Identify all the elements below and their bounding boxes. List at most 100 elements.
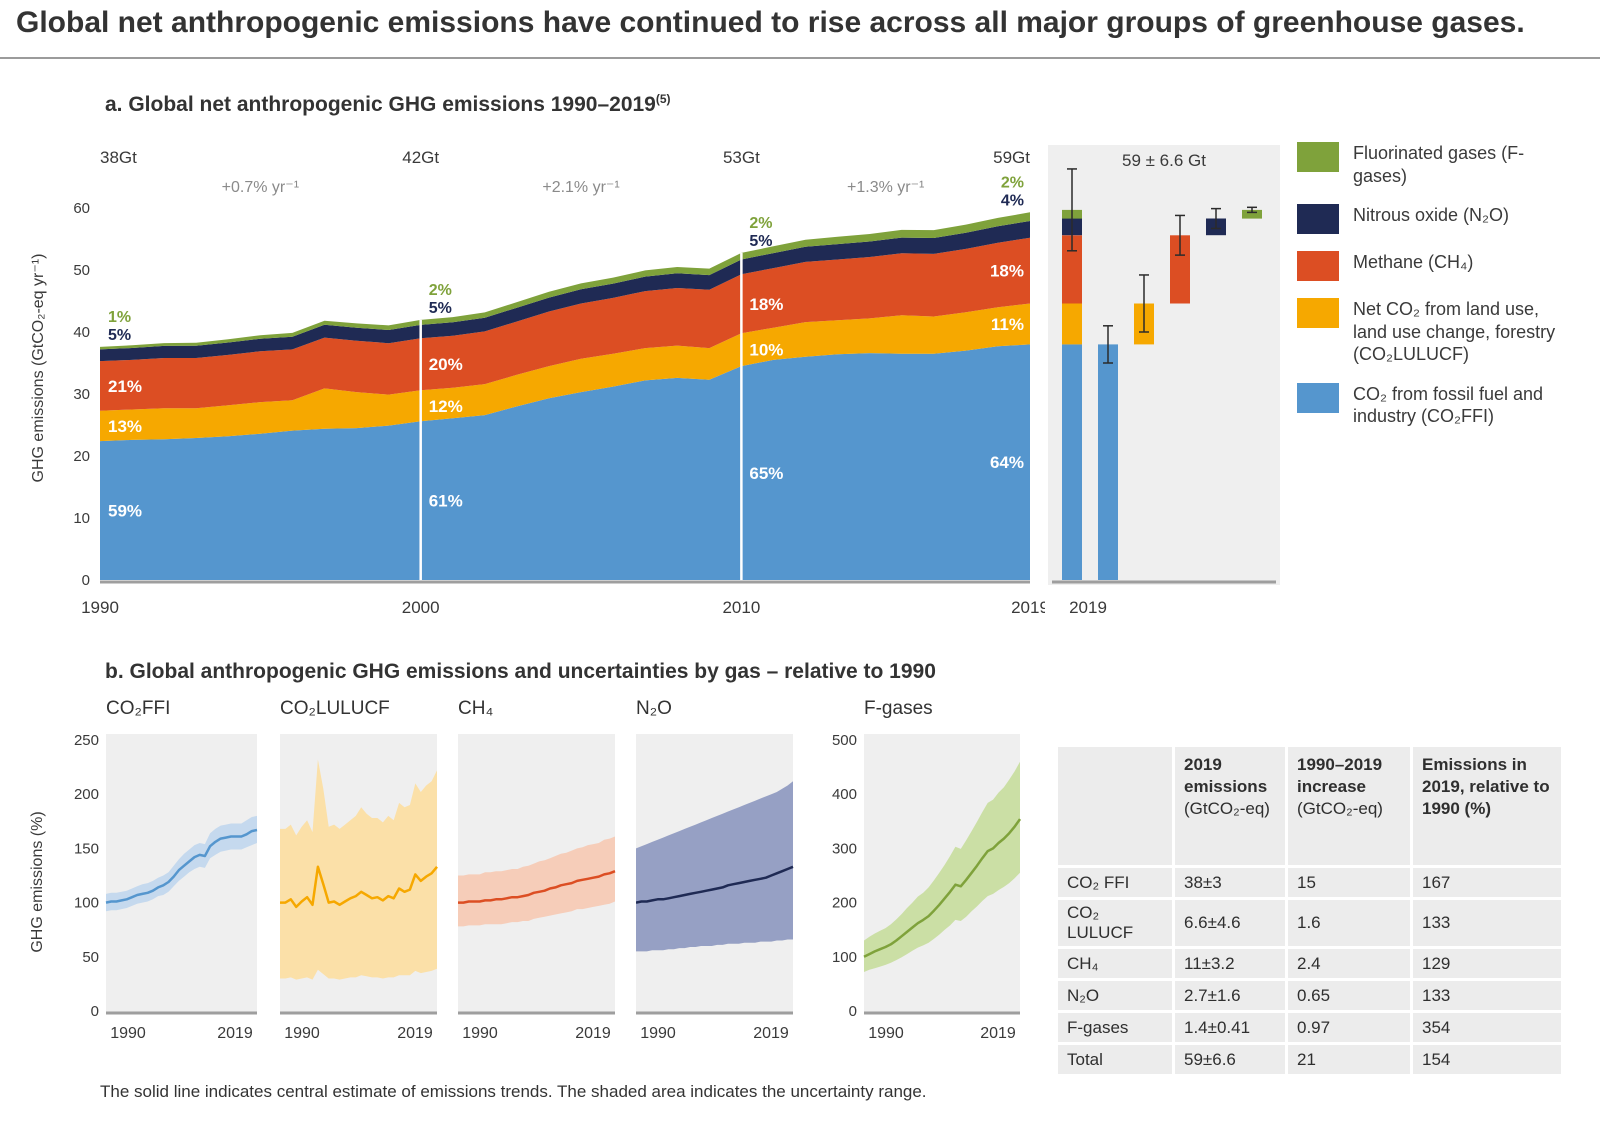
x-tick-label: 2019 (1069, 598, 1107, 617)
pct-label-ch4: 20% (429, 355, 463, 374)
y-tick-label: 50 (73, 262, 90, 279)
x-tick-label: 2019 (1011, 598, 1045, 617)
growth-rate-annotation: +1.3% yr⁻¹ (847, 179, 924, 196)
table-cell: 1.6 (1288, 900, 1410, 946)
pct-label-ch4: 18% (990, 262, 1024, 281)
y-tick-label: 150 (74, 840, 99, 857)
table-row-label: F-gases (1058, 1013, 1172, 1042)
central-estimate-line (636, 865, 794, 904)
growth-rate-annotation: +0.7% yr⁻¹ (222, 179, 299, 196)
table-cell: 6.6±4.6 (1175, 900, 1285, 946)
chart-title-fgases: F-gases (864, 698, 933, 719)
pct-label-ffi: 64% (990, 453, 1024, 472)
uncertainty-band (458, 836, 615, 927)
table-cell: 1.4±0.41 (1175, 1013, 1285, 1042)
x-tick-label: 1990 (868, 1025, 904, 1042)
total-bar-segment-lulucf (1062, 303, 1082, 345)
component-bar-fgas (1242, 209, 1262, 219)
table-cell: 59±6.6 (1175, 1045, 1285, 1074)
table-header-3: Emissions in 2019, relative to 1990 (%) (1413, 747, 1561, 865)
panel-b-chart-fgases: F-gases 0 100 200 300 400 500 1990 2019 (818, 698, 1021, 1046)
y-tick-label: 50 (82, 949, 99, 966)
y-tick-label: 0 (82, 572, 90, 589)
component-bar-ch4 (1170, 235, 1190, 304)
table-cell: 0.65 (1288, 981, 1410, 1010)
panel-b-chart-co2lulucf: CO₂LULUCF 1990 2019 (280, 698, 438, 1046)
table-cell: 15 (1288, 868, 1410, 897)
legend-swatch-lulucf (1297, 298, 1339, 328)
x-tick-label: 1990 (81, 598, 119, 617)
table-cell: 133 (1413, 981, 1561, 1010)
y-tick-label: 40 (73, 324, 90, 341)
table-cell: 133 (1413, 900, 1561, 946)
table-cell: 167 (1413, 868, 1561, 897)
summary-table: 2019 emissions (GtCO₂-eq) 1990–2019 increa… (1055, 744, 1564, 1077)
y-tick-label: 200 (832, 895, 857, 912)
table-row-label: N₂O (1058, 981, 1172, 1010)
n2o-chart-svg: 1990 2019 (636, 734, 794, 1042)
table-row: CO₂ LULUCF 6.6±4.6 1.6 133 (1058, 900, 1561, 946)
pct-label-n2o: 5% (429, 300, 452, 317)
area-series-n2o (100, 221, 1030, 362)
legend-label-fgas: Fluorinated gases (F-gases) (1353, 143, 1525, 186)
uncertainty-band (636, 781, 793, 952)
central-estimate-line (458, 870, 616, 904)
table-row-label: CH₄ (1058, 949, 1172, 978)
table-row-label: CO₂ LULUCF (1058, 900, 1172, 946)
panel-b-chart-co2ffi: CO₂FFI 0 50 100 150 200 250 1990 2019 (58, 698, 258, 1046)
fgases-chart-svg: 0 100 200 300 400 500 1990 2019 (832, 734, 1021, 1042)
pct-label-fgas: 2% (1001, 174, 1024, 191)
y-tick-label: 500 (832, 734, 857, 749)
bars-panel-title: 59 ± 6.6 Gt (1122, 151, 1206, 170)
pct-label-ch4: 18% (749, 295, 783, 314)
pct-label-ffi: 61% (429, 492, 463, 511)
co2ffi-chart-svg: 0 50 100 150 200 250 1990 2019 (74, 734, 258, 1042)
legend-item-fgas: Fluorinated gases (F-gases) (1297, 142, 1569, 187)
legend-label-ffi: CO₂ from fossil fuel and industry (CO₂FF… (1353, 383, 1544, 427)
table-row: CO₂ FFI 38±3 15 167 (1058, 868, 1561, 897)
y-tick-label: 30 (73, 386, 90, 403)
table-cell: 0.97 (1288, 1013, 1410, 1042)
pct-label-n2o: 5% (749, 233, 772, 250)
uncertainty-band (280, 759, 437, 980)
pct-label-n2o: 5% (108, 327, 131, 344)
figure-title: Global net anthropogenic emissions have … (16, 6, 1525, 39)
y-tick-label: 20 (73, 448, 90, 465)
x-tick-label: 1990 (640, 1025, 676, 1042)
panel-b-y-axis-label: GHG emissions (%) (29, 811, 46, 953)
panel-a-title: a. Global net anthropogenic GHG emission… (105, 92, 671, 117)
legend-item-n2o: Nitrous oxide (N₂O) (1297, 204, 1569, 234)
component-bar-ffi (1098, 344, 1118, 580)
y-tick-label: 0 (91, 1003, 99, 1020)
area-series-ffi (100, 344, 1030, 580)
area-series-fgas (100, 212, 1030, 350)
table-row: CH₄ 11±3.2 2.4 129 (1058, 949, 1561, 978)
table-cell: 2.4 (1288, 949, 1410, 978)
central-estimate-line (105, 828, 258, 904)
ch4-chart-svg: 1990 2019 (458, 734, 616, 1042)
y-tick-label: 300 (832, 840, 857, 857)
legend-swatch-fgas (1297, 142, 1339, 172)
legend-item-ch4: Methane (CH₄) (1297, 251, 1569, 281)
y-tick-label: 400 (832, 786, 857, 803)
total-bar-segment-ch4 (1062, 235, 1082, 304)
chart-title-n2o: N₂O (636, 698, 672, 719)
bars-panel-bg (1048, 145, 1280, 585)
x-tick-label: 2019 (575, 1025, 611, 1042)
central-estimate-line (863, 818, 1021, 958)
uncertainty-band (864, 761, 1020, 972)
panel-a-2019-bars-chart: 59 ± 6.6 Gt 2019 (1048, 145, 1280, 617)
pct-label-lulucf: 12% (429, 397, 463, 416)
table-row-label: Total (1058, 1045, 1172, 1074)
x-tick-label: 1990 (462, 1025, 498, 1042)
pct-label-fgas: 1% (108, 309, 131, 326)
total-annotation: 59Gt (993, 148, 1030, 167)
table-header-0 (1058, 747, 1172, 865)
x-tick-label: 2019 (397, 1025, 433, 1042)
x-tick-label: 2019 (980, 1025, 1016, 1042)
legend-swatch-ch4 (1297, 251, 1339, 281)
chart-title-ch4: CH₄ (458, 698, 494, 719)
table-cell: 354 (1413, 1013, 1561, 1042)
y-tick-label: 250 (74, 734, 99, 749)
legend-item-ffi: CO₂ from fossil fuel and industry (CO₂FF… (1297, 382, 1569, 428)
